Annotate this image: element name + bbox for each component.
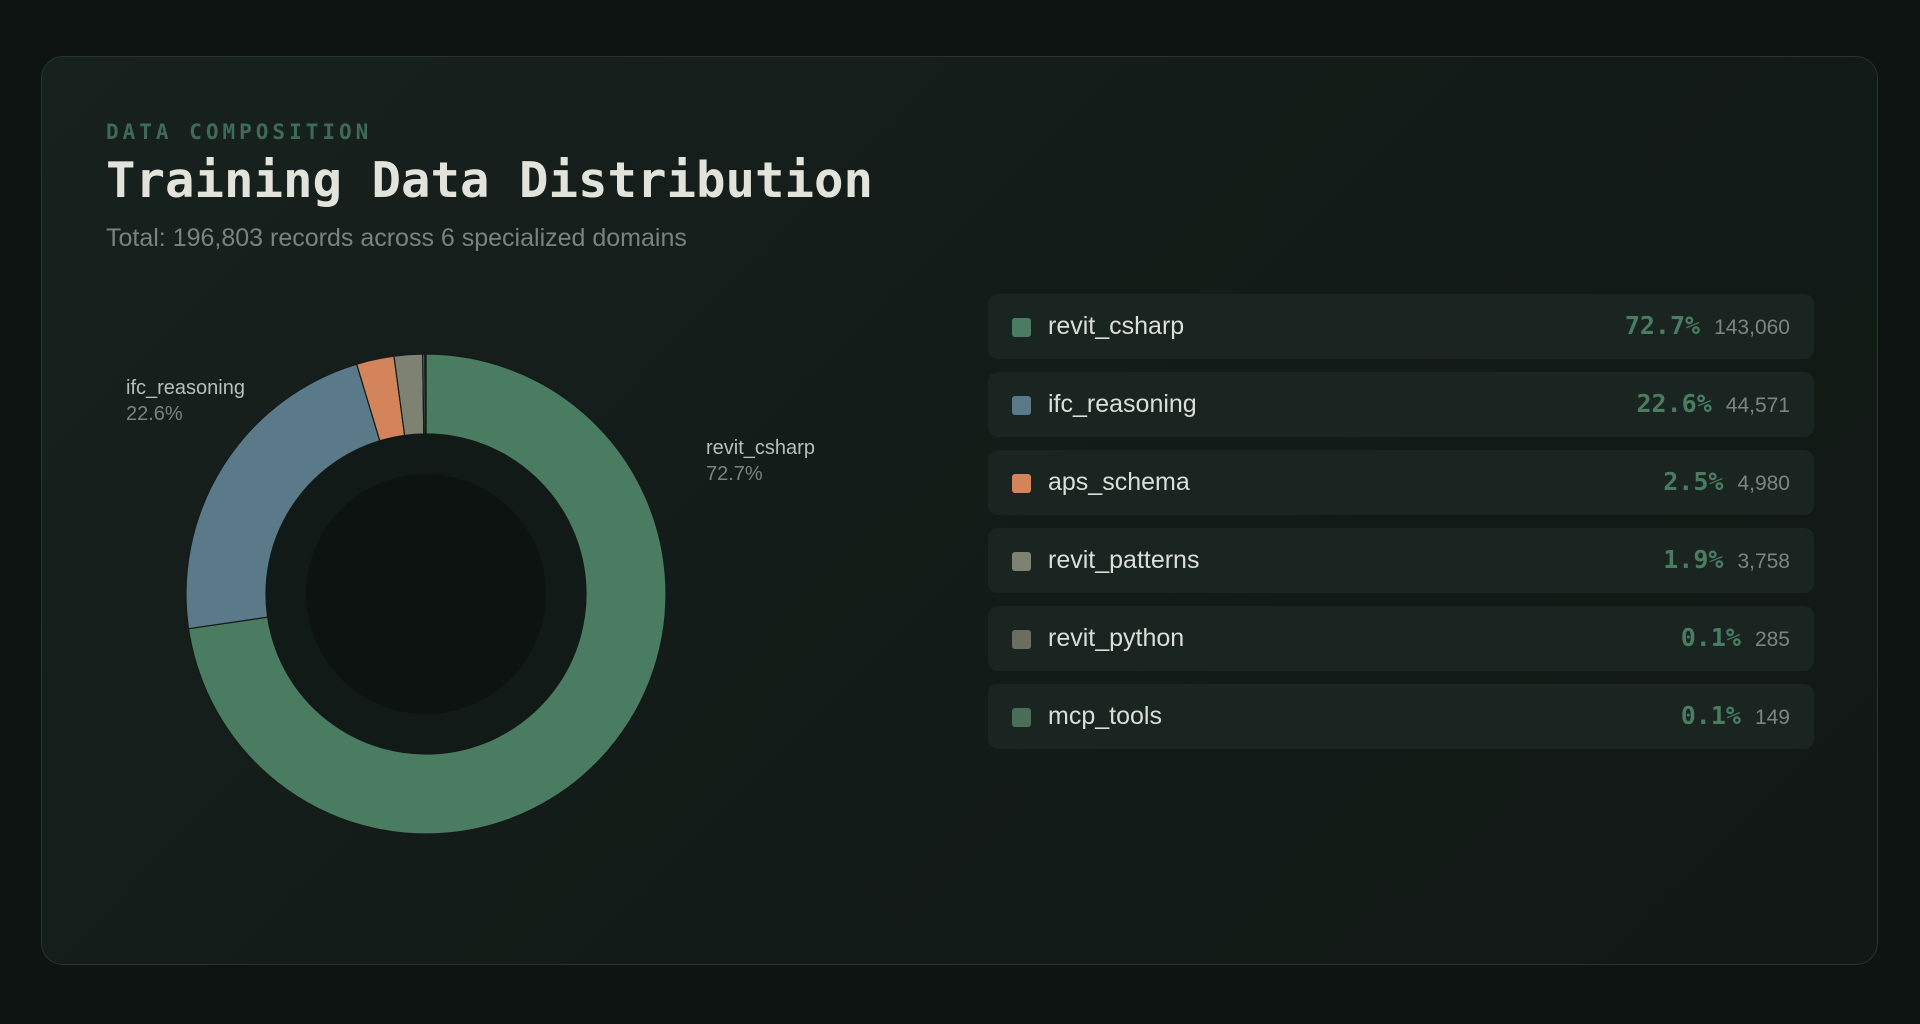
legend-row-revit-patterns[interactable]: revit_patterns 1.9% 3,758 <box>988 528 1814 593</box>
legend-label: ifc_reasoning <box>1048 390 1197 418</box>
callout-percent: 22.6% <box>126 403 183 425</box>
legend-count: 4,980 <box>1737 472 1790 495</box>
legend-label: revit_patterns <box>1048 546 1200 574</box>
legend-percent: 22.6% <box>1636 389 1712 418</box>
donut-core <box>306 474 546 714</box>
legend-count: 3,758 <box>1737 550 1790 573</box>
legend-percent: 2.5% <box>1663 467 1724 496</box>
legend-swatch <box>1012 708 1031 727</box>
legend-label: revit_python <box>1048 624 1185 652</box>
legend-percent: 72.7% <box>1624 311 1701 340</box>
callout-ifc-reasoning: ifc_reasoning 22.6% <box>126 375 245 427</box>
legend: revit_csharp 72.7% 143,060 ifc_reasoning … <box>988 294 1814 762</box>
legend-label: mcp_tools <box>1048 702 1162 730</box>
legend-count: 149 <box>1754 706 1790 729</box>
legend-swatch <box>1012 318 1031 337</box>
callout-percent: 72.7% <box>706 463 763 485</box>
legend-swatch <box>1012 630 1031 649</box>
callout-name: ifc_reasoning <box>126 377 245 399</box>
callout-name: revit_csharp <box>706 437 815 459</box>
legend-count: 143,060 <box>1714 316 1790 339</box>
legend-row-aps-schema[interactable]: aps_schema 2.5% 4,980 <box>988 450 1814 515</box>
legend-row-ifc-reasoning[interactable]: ifc_reasoning 22.6% 44,571 <box>988 372 1814 437</box>
legend-count: 44,571 <box>1725 394 1790 417</box>
legend-percent: 1.9% <box>1663 545 1724 574</box>
donut-slice-mcp-tools[interactable] <box>424 353 427 435</box>
chart-subtitle: Total: 196,803 records across 6 speciali… <box>106 224 687 252</box>
callout-revit-csharp: revit_csharp 72.7% <box>706 435 815 487</box>
legend-swatch <box>1012 396 1031 415</box>
eyebrow-label: DATA COMPOSITION <box>106 120 373 144</box>
legend-row-mcp-tools[interactable]: mcp_tools 0.1% 149 <box>988 684 1814 749</box>
legend-label: revit_csharp <box>1048 312 1185 340</box>
chart-title: Training Data Distribution <box>106 152 874 209</box>
legend-percent: 0.1% <box>1680 623 1741 652</box>
legend-percent: 0.1% <box>1680 701 1741 730</box>
legend-swatch <box>1012 552 1031 571</box>
legend-row-revit-csharp[interactable]: revit_csharp 72.7% 143,060 <box>988 294 1814 359</box>
legend-count: 285 <box>1754 628 1790 651</box>
legend-row-revit-python[interactable]: revit_python 0.1% 285 <box>988 606 1814 671</box>
legend-swatch <box>1012 474 1031 493</box>
legend-label: aps_schema <box>1048 468 1190 496</box>
